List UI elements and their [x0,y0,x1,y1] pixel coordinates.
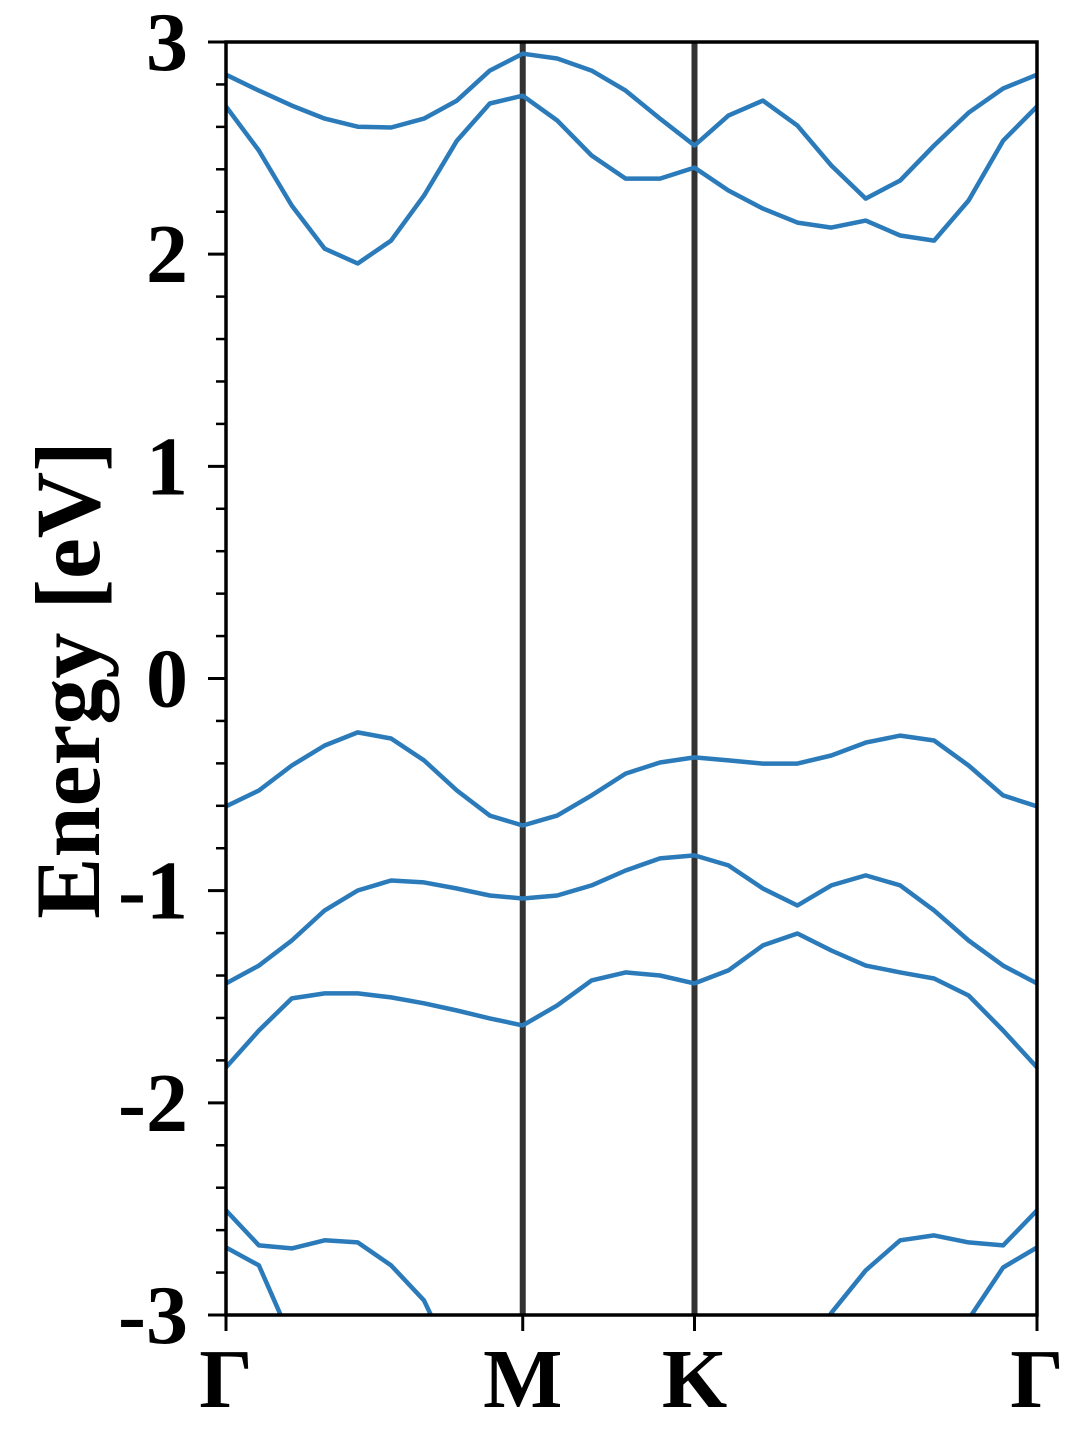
x-tick-label: Γ [199,1333,252,1426]
band-line [226,730,1037,828]
axes-frame [224,40,1039,1317]
y-tick-label: 3 [146,0,188,89]
band-line [226,1245,1037,1315]
y-tick-label: -3 [118,1269,188,1362]
y-tick-label: 1 [146,420,188,513]
band-line [226,93,1037,266]
band-line [226,931,1037,1069]
x-tick-label: K [662,1333,727,1426]
y-tick-label: 2 [146,208,188,301]
x-tick-label: Γ [1010,1333,1063,1426]
y-tick-label: -2 [118,1057,188,1150]
band-line [226,51,1037,201]
y-tick-label: 0 [146,633,188,726]
band-line [226,1208,1037,1315]
x-tick-label: M [483,1333,562,1426]
y-axis-label: Energy [eV] [17,441,119,919]
band-line [226,853,1037,986]
plot-area [226,42,1037,1315]
y-tick-label: -1 [118,845,188,938]
